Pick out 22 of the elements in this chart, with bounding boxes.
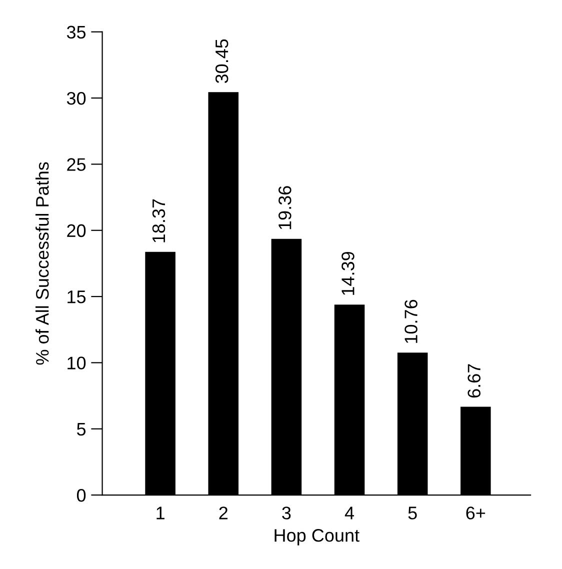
- y-tick-label: 15: [68, 290, 86, 304]
- data-label: 10.76: [404, 300, 418, 343]
- x-tick-label: 1: [156, 506, 164, 520]
- data-label: 6.67: [468, 364, 481, 398]
- y-axis-title: % of All Successful Paths: [36, 162, 49, 365]
- y-tick-label: 35: [66, 26, 86, 39]
- data-label: 19.36: [278, 186, 292, 230]
- x-tick-label: 3: [282, 506, 291, 520]
- y-tick-label: 25: [67, 158, 86, 171]
- y-tick-label: 10: [68, 356, 86, 370]
- x-tick-label: 4: [344, 506, 354, 520]
- y-tick-label: 5: [76, 422, 86, 436]
- data-label: 30.45: [215, 39, 228, 84]
- y-tick-label: 20: [67, 224, 86, 238]
- x-axis-title: Hop Count: [274, 529, 360, 546]
- y-tick-label: 0: [76, 488, 86, 502]
- x-tick-label: 6+: [466, 506, 486, 520]
- x-tick-label: 2: [219, 506, 228, 520]
- x-tick-label: 5: [408, 506, 417, 520]
- y-tick-label: 30: [66, 92, 86, 105]
- data-label: 18.37: [152, 199, 166, 242]
- data-label: 14.39: [342, 252, 354, 295]
